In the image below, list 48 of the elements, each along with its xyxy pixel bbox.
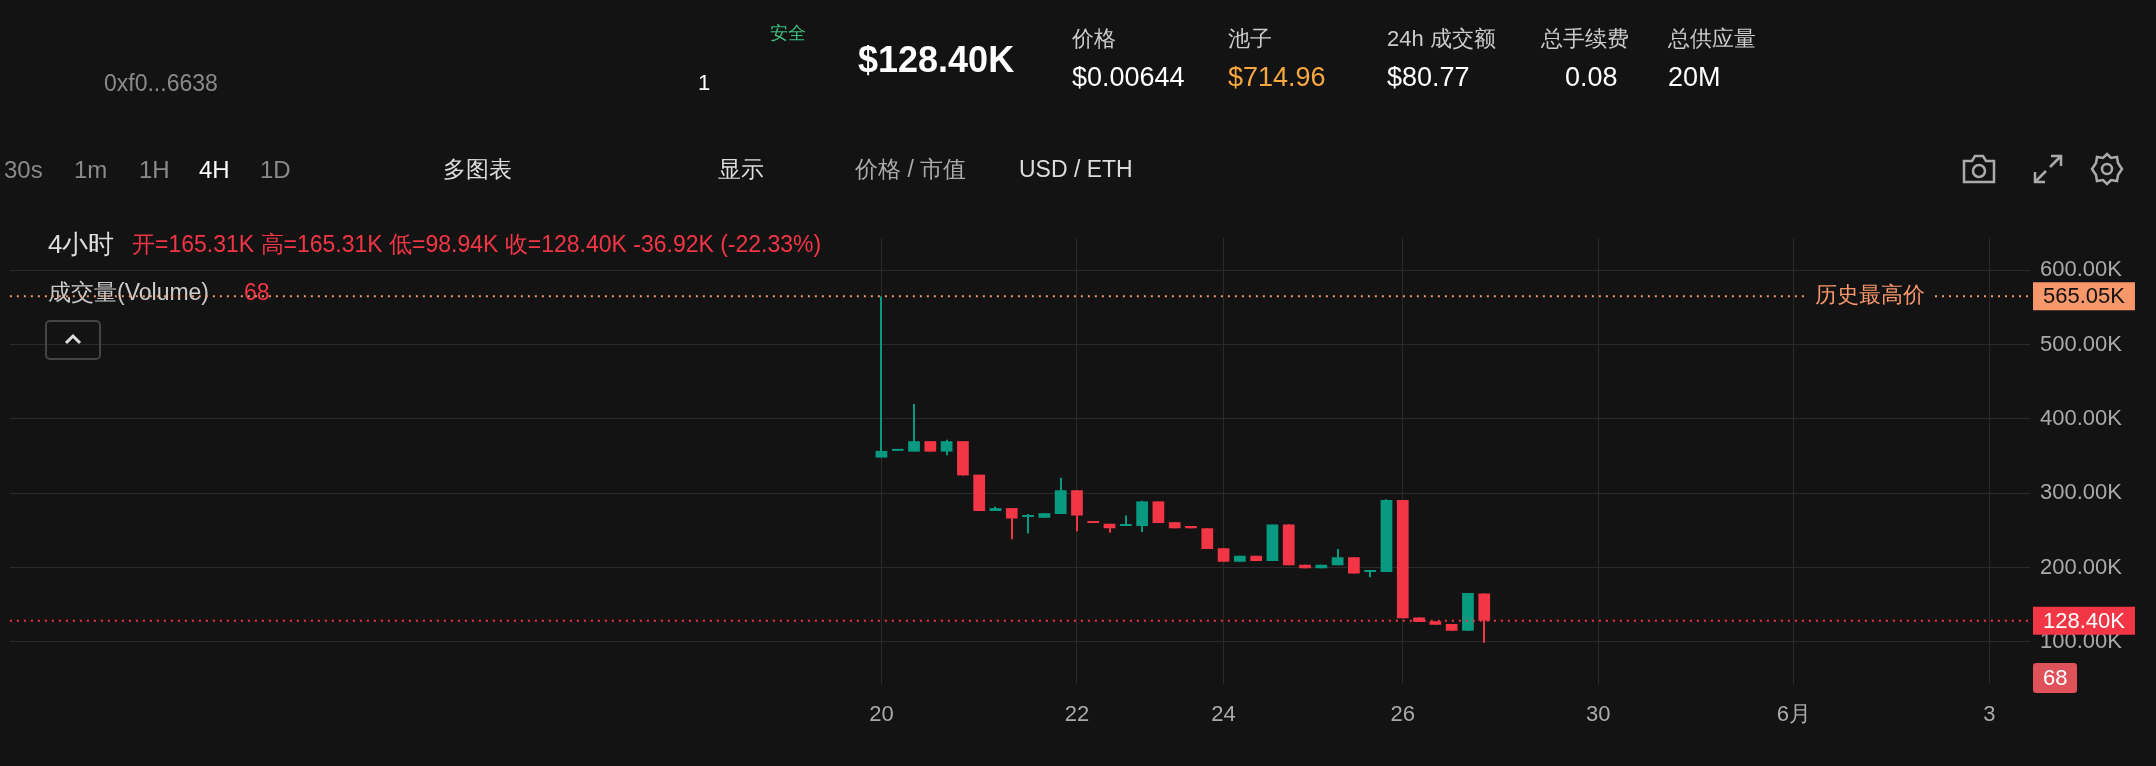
x-tick-label: 30	[1586, 700, 1611, 726]
text: $714.96	[1228, 62, 1326, 92]
candlestick	[1054, 476, 1067, 516]
candlestick	[1152, 500, 1165, 524]
text: 0xf0...6638	[104, 70, 218, 96]
text: 1m	[74, 156, 108, 183]
text: 价格 / 市值	[855, 156, 967, 182]
chart-subtitle: 开=165.31K 高=165.31K 低=98.94K 收=128.40K -36.92K (-22.33%)	[132, 231, 822, 257]
annotation: 成交量(Volume)	[48, 279, 210, 305]
text: 24h 成交额	[1387, 26, 1496, 51]
x-tick-label: 3	[1983, 700, 1996, 726]
text: $0.00644	[1072, 62, 1185, 92]
text: 1H	[139, 156, 170, 183]
x-tick-label: 22	[1064, 700, 1090, 726]
text: 池子	[1228, 26, 1272, 51]
x-tick-label: 24	[1211, 700, 1236, 726]
ref-line-label: 历史最高价	[1815, 282, 1925, 308]
x-tick-label: 6月	[1776, 700, 1811, 726]
chart-title: 4小时	[48, 229, 115, 259]
candlestick	[1022, 513, 1034, 535]
text: 1D	[260, 156, 291, 183]
text: 20M	[1668, 62, 1721, 92]
text: 显示	[718, 156, 764, 182]
text: 总手续费	[1541, 26, 1629, 51]
y-tick-label: 600.00K	[2040, 256, 2123, 282]
candlestick	[1005, 507, 1018, 541]
x-tick-label: 20	[869, 700, 894, 726]
text: 4H	[199, 156, 230, 183]
text: 0.08	[1565, 62, 1618, 92]
text: 价格	[1072, 26, 1116, 51]
text: 565.05K	[2043, 283, 2126, 309]
y-tick-label: 300.00K	[2040, 479, 2123, 505]
x-tick-label: 26	[1390, 700, 1416, 726]
candlestick	[908, 403, 920, 453]
y-tick-label: 500.00K	[2040, 330, 2123, 356]
annotation: 68	[244, 279, 270, 305]
text: 总供应量	[1668, 26, 1756, 51]
y-tick-label: 200.00K	[2040, 553, 2123, 579]
text: $128.40K	[858, 39, 1015, 80]
text: 30s	[4, 156, 43, 183]
text: 68	[2033, 663, 2078, 693]
text: 多图表	[443, 156, 512, 182]
text: 1	[698, 70, 711, 95]
text: 安全	[770, 23, 806, 43]
y-tick-label: 400.00K	[2040, 404, 2123, 430]
text: $80.77	[1387, 62, 1470, 92]
text: 128.40K	[2043, 607, 2126, 633]
text: USD / ETH	[1019, 156, 1133, 182]
